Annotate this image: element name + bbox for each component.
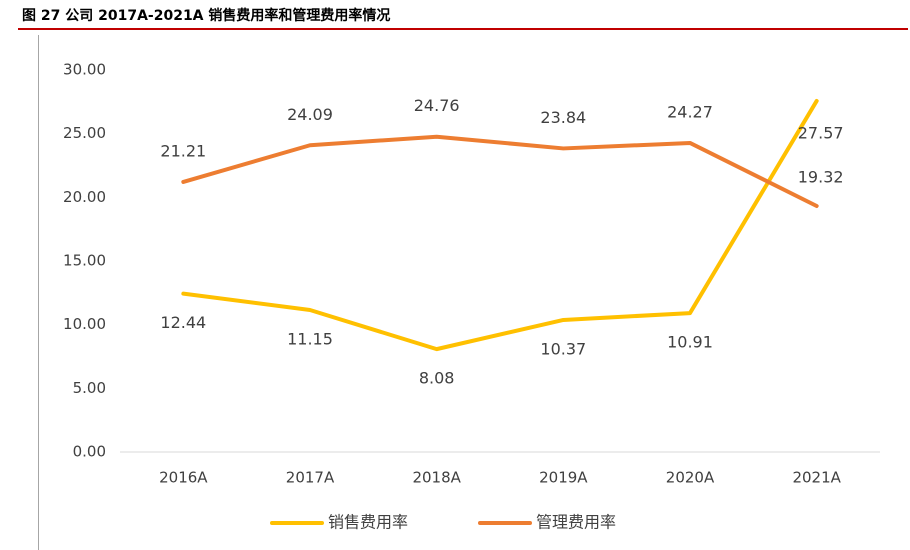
y-tick-label: 0.00 bbox=[73, 443, 106, 461]
y-tick-label: 10.00 bbox=[63, 315, 106, 333]
series-line-admin bbox=[181, 134, 819, 208]
data-label-admin: 19.32 bbox=[798, 167, 844, 186]
title-rule bbox=[18, 28, 908, 30]
data-label-admin: 24.76 bbox=[414, 96, 460, 115]
x-tick-label: 2018A bbox=[412, 469, 461, 487]
x-tick-label: 2017A bbox=[286, 469, 335, 487]
x-tick-label: 2016A bbox=[159, 469, 208, 487]
chart-frame bbox=[38, 35, 910, 550]
data-label-admin: 21.21 bbox=[160, 141, 206, 160]
series-line-sales bbox=[181, 98, 819, 352]
y-tick-label: 5.00 bbox=[73, 379, 106, 397]
data-label-sales: 10.91 bbox=[667, 333, 713, 352]
data-label-sales: 10.37 bbox=[540, 339, 586, 358]
legend-label-sales: 销售费用率 bbox=[328, 513, 408, 532]
y-tick-label: 25.00 bbox=[63, 124, 106, 142]
data-label-admin: 24.09 bbox=[287, 105, 333, 124]
data-label-sales: 12.44 bbox=[160, 313, 206, 332]
x-tick-label: 2021A bbox=[792, 469, 841, 487]
data-label-sales: 27.57 bbox=[798, 123, 844, 142]
figure-title: 图 27 公司 2017A-2021A 销售费用率和管理费用率情况 bbox=[22, 8, 391, 24]
data-label-admin: 24.27 bbox=[667, 102, 713, 121]
y-tick-label: 20.00 bbox=[63, 188, 106, 206]
y-tick-label: 30.00 bbox=[63, 61, 106, 79]
y-tick-label: 15.00 bbox=[63, 252, 106, 270]
x-tick-label: 2020A bbox=[666, 469, 715, 487]
x-tick-label: 2019A bbox=[539, 469, 588, 487]
legend-label-admin: 管理费用率 bbox=[536, 513, 616, 532]
data-label-admin: 23.84 bbox=[540, 108, 586, 127]
data-label-sales: 11.15 bbox=[287, 330, 333, 349]
data-label-sales: 8.08 bbox=[419, 369, 455, 388]
